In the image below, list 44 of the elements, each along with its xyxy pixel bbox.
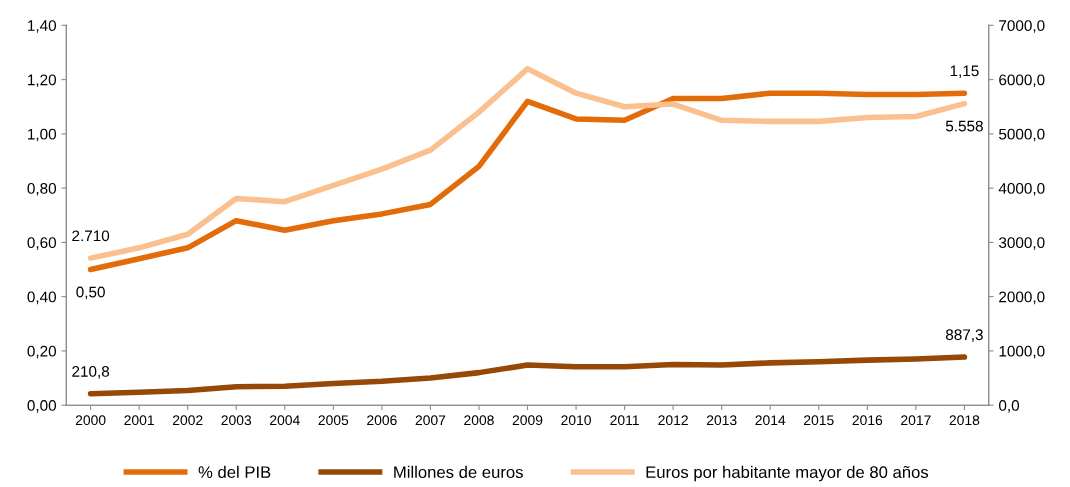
x-tick-label: 2016 xyxy=(852,415,883,426)
y2-tick-label: 1000,0 xyxy=(999,345,1045,359)
legend-label: % del PIB xyxy=(198,465,271,479)
y2-tick-label: 5000,0 xyxy=(999,128,1045,142)
data-label: 5.558 xyxy=(945,120,983,132)
x-tick-label: 2012 xyxy=(658,415,688,426)
x-tick-label: 2015 xyxy=(804,415,834,426)
y-tick-label: 0,60 xyxy=(27,237,57,250)
x-tick-label: 2009 xyxy=(512,415,543,426)
x-tick-label: 2013 xyxy=(706,415,737,426)
legend-label: Millones de euros xyxy=(394,465,523,479)
x-tick-label: 2005 xyxy=(318,415,349,426)
data-label: 1,15 xyxy=(950,65,979,79)
y-tick-label: 0,80 xyxy=(27,182,57,196)
y2-tick-label: 6000,0 xyxy=(999,74,1045,88)
x-tick-label: 2007 xyxy=(415,415,446,426)
x-tick-label: 2011 xyxy=(610,415,639,426)
y-tick-label: 1,40 xyxy=(28,20,57,33)
x-tick-label: 2018 xyxy=(949,415,980,426)
y-tick-label: 1,00 xyxy=(28,128,57,142)
y2-tick-label: 2000,0 xyxy=(999,291,1045,305)
y2-tick-label: 0,0 xyxy=(999,400,1020,413)
legend-label: Euros por habitante mayor de 80 años xyxy=(646,465,929,482)
data-label: 0,50 xyxy=(76,286,105,300)
x-tick-label: 2002 xyxy=(172,415,203,426)
x-tick-label: 2006 xyxy=(367,415,397,426)
y-tick-label: 1,20 xyxy=(28,74,57,88)
x-tick-label: 2014 xyxy=(755,415,786,426)
y2-tick-label: 3000,0 xyxy=(998,237,1045,250)
x-tick-label: 2017 xyxy=(901,415,931,426)
x-tick-label: 2003 xyxy=(221,415,252,426)
x-tick-label: 2004 xyxy=(270,415,300,426)
data-label: 2.710 xyxy=(72,230,110,242)
y2-tick-label: 4000,0 xyxy=(998,182,1045,196)
y2-tick-label: 7000,0 xyxy=(999,20,1045,33)
data-label: 210,8 xyxy=(72,366,110,379)
y-tick-label: 0,40 xyxy=(27,291,57,305)
y-tick-label: 0,00 xyxy=(27,400,57,413)
x-tick-label: 2000 xyxy=(75,415,106,426)
y-tick-label: 0,20 xyxy=(27,345,57,359)
x-tick-label: 2001 xyxy=(124,415,154,426)
x-tick-label: 2010 xyxy=(561,415,591,426)
x-tick-label: 2008 xyxy=(464,415,494,426)
data-label: 887,3 xyxy=(945,329,983,342)
